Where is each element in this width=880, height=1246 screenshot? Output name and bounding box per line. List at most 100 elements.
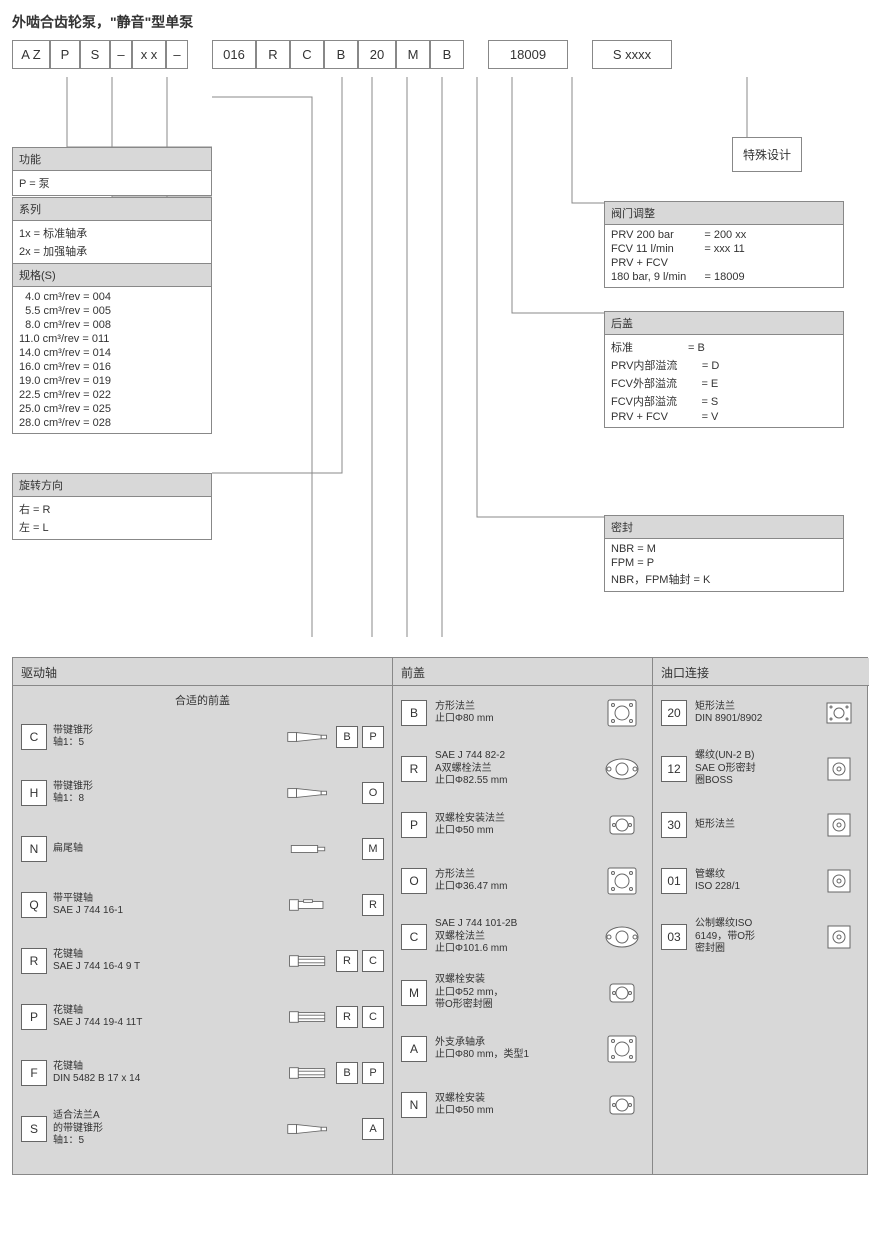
spec-header: 阀门调整 bbox=[605, 202, 843, 225]
port-connection-column: 油口连接 20矩形法兰DIN 8901/890212螺纹(UN-2 B)SAE … bbox=[653, 658, 869, 1174]
spec-line: PRV + FCV bbox=[611, 256, 837, 270]
spec-line: FCV外部溢流 = E bbox=[611, 374, 837, 392]
option-code: B bbox=[401, 700, 427, 726]
code-cell: 016 bbox=[212, 40, 256, 69]
flange-icon bbox=[600, 923, 644, 951]
shaft-icon bbox=[286, 779, 330, 807]
cover-option-row: M双螺栓安装止口Φ52 mm，带O形密封圈 bbox=[401, 972, 644, 1014]
option-code: C bbox=[401, 924, 427, 950]
compat-code: A bbox=[362, 1118, 384, 1140]
spec-line: P = 泵 bbox=[19, 174, 205, 192]
spec-line: 5.5 cm³/rev = 005 bbox=[19, 304, 205, 318]
option-desc: 方形法兰止口Φ80 mm bbox=[435, 701, 592, 726]
compat-code: B bbox=[336, 726, 358, 748]
flange-icon bbox=[600, 979, 644, 1007]
port-icon bbox=[817, 755, 861, 783]
port-icon bbox=[817, 923, 861, 951]
page-title: 外啮合齿轮泵，"静音"型单泵 bbox=[12, 12, 868, 32]
shaft-option-row: N扁尾轴M bbox=[21, 828, 384, 870]
spec-box: 系列1x = 标准轴承2x = 加强轴承 bbox=[12, 197, 212, 264]
option-desc: 双螺栓安装止口Φ52 mm，带O形密封圈 bbox=[435, 974, 592, 1012]
option-code: 30 bbox=[661, 812, 687, 838]
spec-line: 左 = L bbox=[19, 518, 205, 536]
spec-line: 标准 = B bbox=[611, 338, 837, 356]
option-code: C bbox=[21, 724, 47, 750]
port-option-row: 01 管螺纹ISO 228/1 bbox=[661, 860, 861, 902]
port-option-row: 20矩形法兰DIN 8901/8902 bbox=[661, 692, 861, 734]
option-code: 20 bbox=[661, 700, 687, 726]
cover-option-row: O 方形法兰止口Φ36.47 mm bbox=[401, 860, 644, 902]
spec-line: 4.0 cm³/rev = 004 bbox=[19, 290, 205, 304]
spec-line: 22.5 cm³/rev = 022 bbox=[19, 388, 205, 402]
cover-option-row: N双螺栓安装止口Φ50 mm bbox=[401, 1084, 644, 1126]
option-code: O bbox=[401, 868, 427, 894]
port-icon bbox=[817, 811, 861, 839]
cover-option-row: A外支承轴承止口Φ80 mm，类型1 bbox=[401, 1028, 644, 1070]
option-code: N bbox=[401, 1092, 427, 1118]
spec-header: 密封 bbox=[605, 516, 843, 539]
spec-line: FPM = P bbox=[611, 556, 837, 570]
cover-option-row: P双螺栓安装法兰止口Φ50 mm bbox=[401, 804, 644, 846]
special-design-label: 特殊设计 bbox=[743, 148, 791, 162]
spec-header: 规格(S) bbox=[13, 264, 211, 287]
option-desc: 花键轴SAE J 744 16-4 9 T bbox=[53, 949, 280, 974]
cover-option-row: CSAE J 744 101-2B双螺栓法兰止口Φ101.6 mm bbox=[401, 916, 644, 958]
option-code: A bbox=[401, 1036, 427, 1062]
shaft-option-row: F花键轴DIN 5482 B 17 x 14BP bbox=[21, 1052, 384, 1094]
port-option-row: 12螺纹(UN-2 B)SAE O形密封圈BOSS bbox=[661, 748, 861, 790]
spec-box: 后盖标准 = BPRV内部溢流 = DFCV外部溢流 = EFCV内部溢流 = … bbox=[604, 311, 844, 428]
port-icon bbox=[817, 867, 861, 895]
shaft-option-row: R花键轴SAE J 744 16-4 9 TRC bbox=[21, 940, 384, 982]
compat-code: B bbox=[336, 1062, 358, 1084]
option-desc: 方形法兰止口Φ36.47 mm bbox=[435, 869, 592, 894]
drive-shaft-column: 驱动轴 合适的前盖 C带键锥形轴1：5BPH带键锥形轴1：8ON扁尾轴MQ带平键… bbox=[13, 658, 393, 1174]
col2-header: 前盖 bbox=[393, 658, 652, 686]
compat-code: O bbox=[362, 782, 384, 804]
spec-line: FCV内部溢流 = S bbox=[611, 392, 837, 410]
spec-box: 阀门调整PRV 200 bar = 200 xxFCV 11 l/min = x… bbox=[604, 201, 844, 288]
flange-icon bbox=[600, 1035, 644, 1063]
spec-line: PRV 200 bar = 200 xx bbox=[611, 228, 837, 242]
shaft-icon bbox=[286, 1059, 330, 1087]
compat-code: M bbox=[362, 838, 384, 860]
code-cell: 20 bbox=[358, 40, 396, 69]
spec-box: 旋转方向右 = R左 = L bbox=[12, 473, 212, 540]
spec-line: 14.0 cm³/rev = 014 bbox=[19, 346, 205, 360]
spec-line: PRV + FCV = V bbox=[611, 410, 837, 424]
compat-code: R bbox=[336, 1006, 358, 1028]
code-cell: B bbox=[324, 40, 358, 69]
code-cell: x x bbox=[132, 40, 166, 69]
shaft-icon bbox=[286, 1003, 330, 1031]
flange-icon bbox=[600, 1091, 644, 1119]
shaft-option-row: Q带平键轴SAE J 744 16-1R bbox=[21, 884, 384, 926]
cover-option-row: R SAE J 744 82-2A双螺栓法兰止口Φ82.55 mm bbox=[401, 748, 644, 790]
cover-option-row: B 方形法兰止口Φ80 mm bbox=[401, 692, 644, 734]
code-cell: – bbox=[166, 40, 188, 69]
spec-line: 19.0 cm³/rev = 019 bbox=[19, 374, 205, 388]
option-desc: 管螺纹ISO 228/1 bbox=[695, 869, 809, 894]
option-desc: 适合法兰A的带键锥形轴1：5 bbox=[53, 1110, 280, 1148]
option-desc: 花键轴DIN 5482 B 17 x 14 bbox=[53, 1061, 280, 1086]
shaft-option-row: C带键锥形轴1：5BP bbox=[21, 716, 384, 758]
spec-box: 功能P = 泵 bbox=[12, 147, 212, 196]
shaft-icon bbox=[286, 835, 330, 863]
option-desc: SAE J 744 82-2A双螺栓法兰止口Φ82.55 mm bbox=[435, 750, 592, 788]
option-desc: 公制螺纹ISO6149，带O形密封圈 bbox=[695, 918, 809, 956]
shaft-icon bbox=[286, 1115, 330, 1143]
port-option-row: 30矩形法兰 bbox=[661, 804, 861, 846]
spec-header: 后盖 bbox=[605, 312, 843, 335]
options-grid: 驱动轴 合适的前盖 C带键锥形轴1：5BPH带键锥形轴1：8ON扁尾轴MQ带平键… bbox=[12, 657, 868, 1175]
flange-icon bbox=[600, 699, 644, 727]
spec-line: 16.0 cm³/rev = 016 bbox=[19, 360, 205, 374]
compat-code: P bbox=[362, 1062, 384, 1084]
option-code: Q bbox=[21, 892, 47, 918]
code-cell: R bbox=[256, 40, 290, 69]
option-code: R bbox=[401, 756, 427, 782]
option-desc: 带键锥形轴1：8 bbox=[53, 781, 280, 806]
ordering-code-row: A ZPS–x x–016RCB20MB18009S xxxx bbox=[12, 40, 868, 69]
option-code: 01 bbox=[661, 868, 687, 894]
port-icon bbox=[817, 699, 861, 727]
option-code: R bbox=[21, 948, 47, 974]
compat-code: P bbox=[362, 726, 384, 748]
option-code: P bbox=[21, 1004, 47, 1030]
